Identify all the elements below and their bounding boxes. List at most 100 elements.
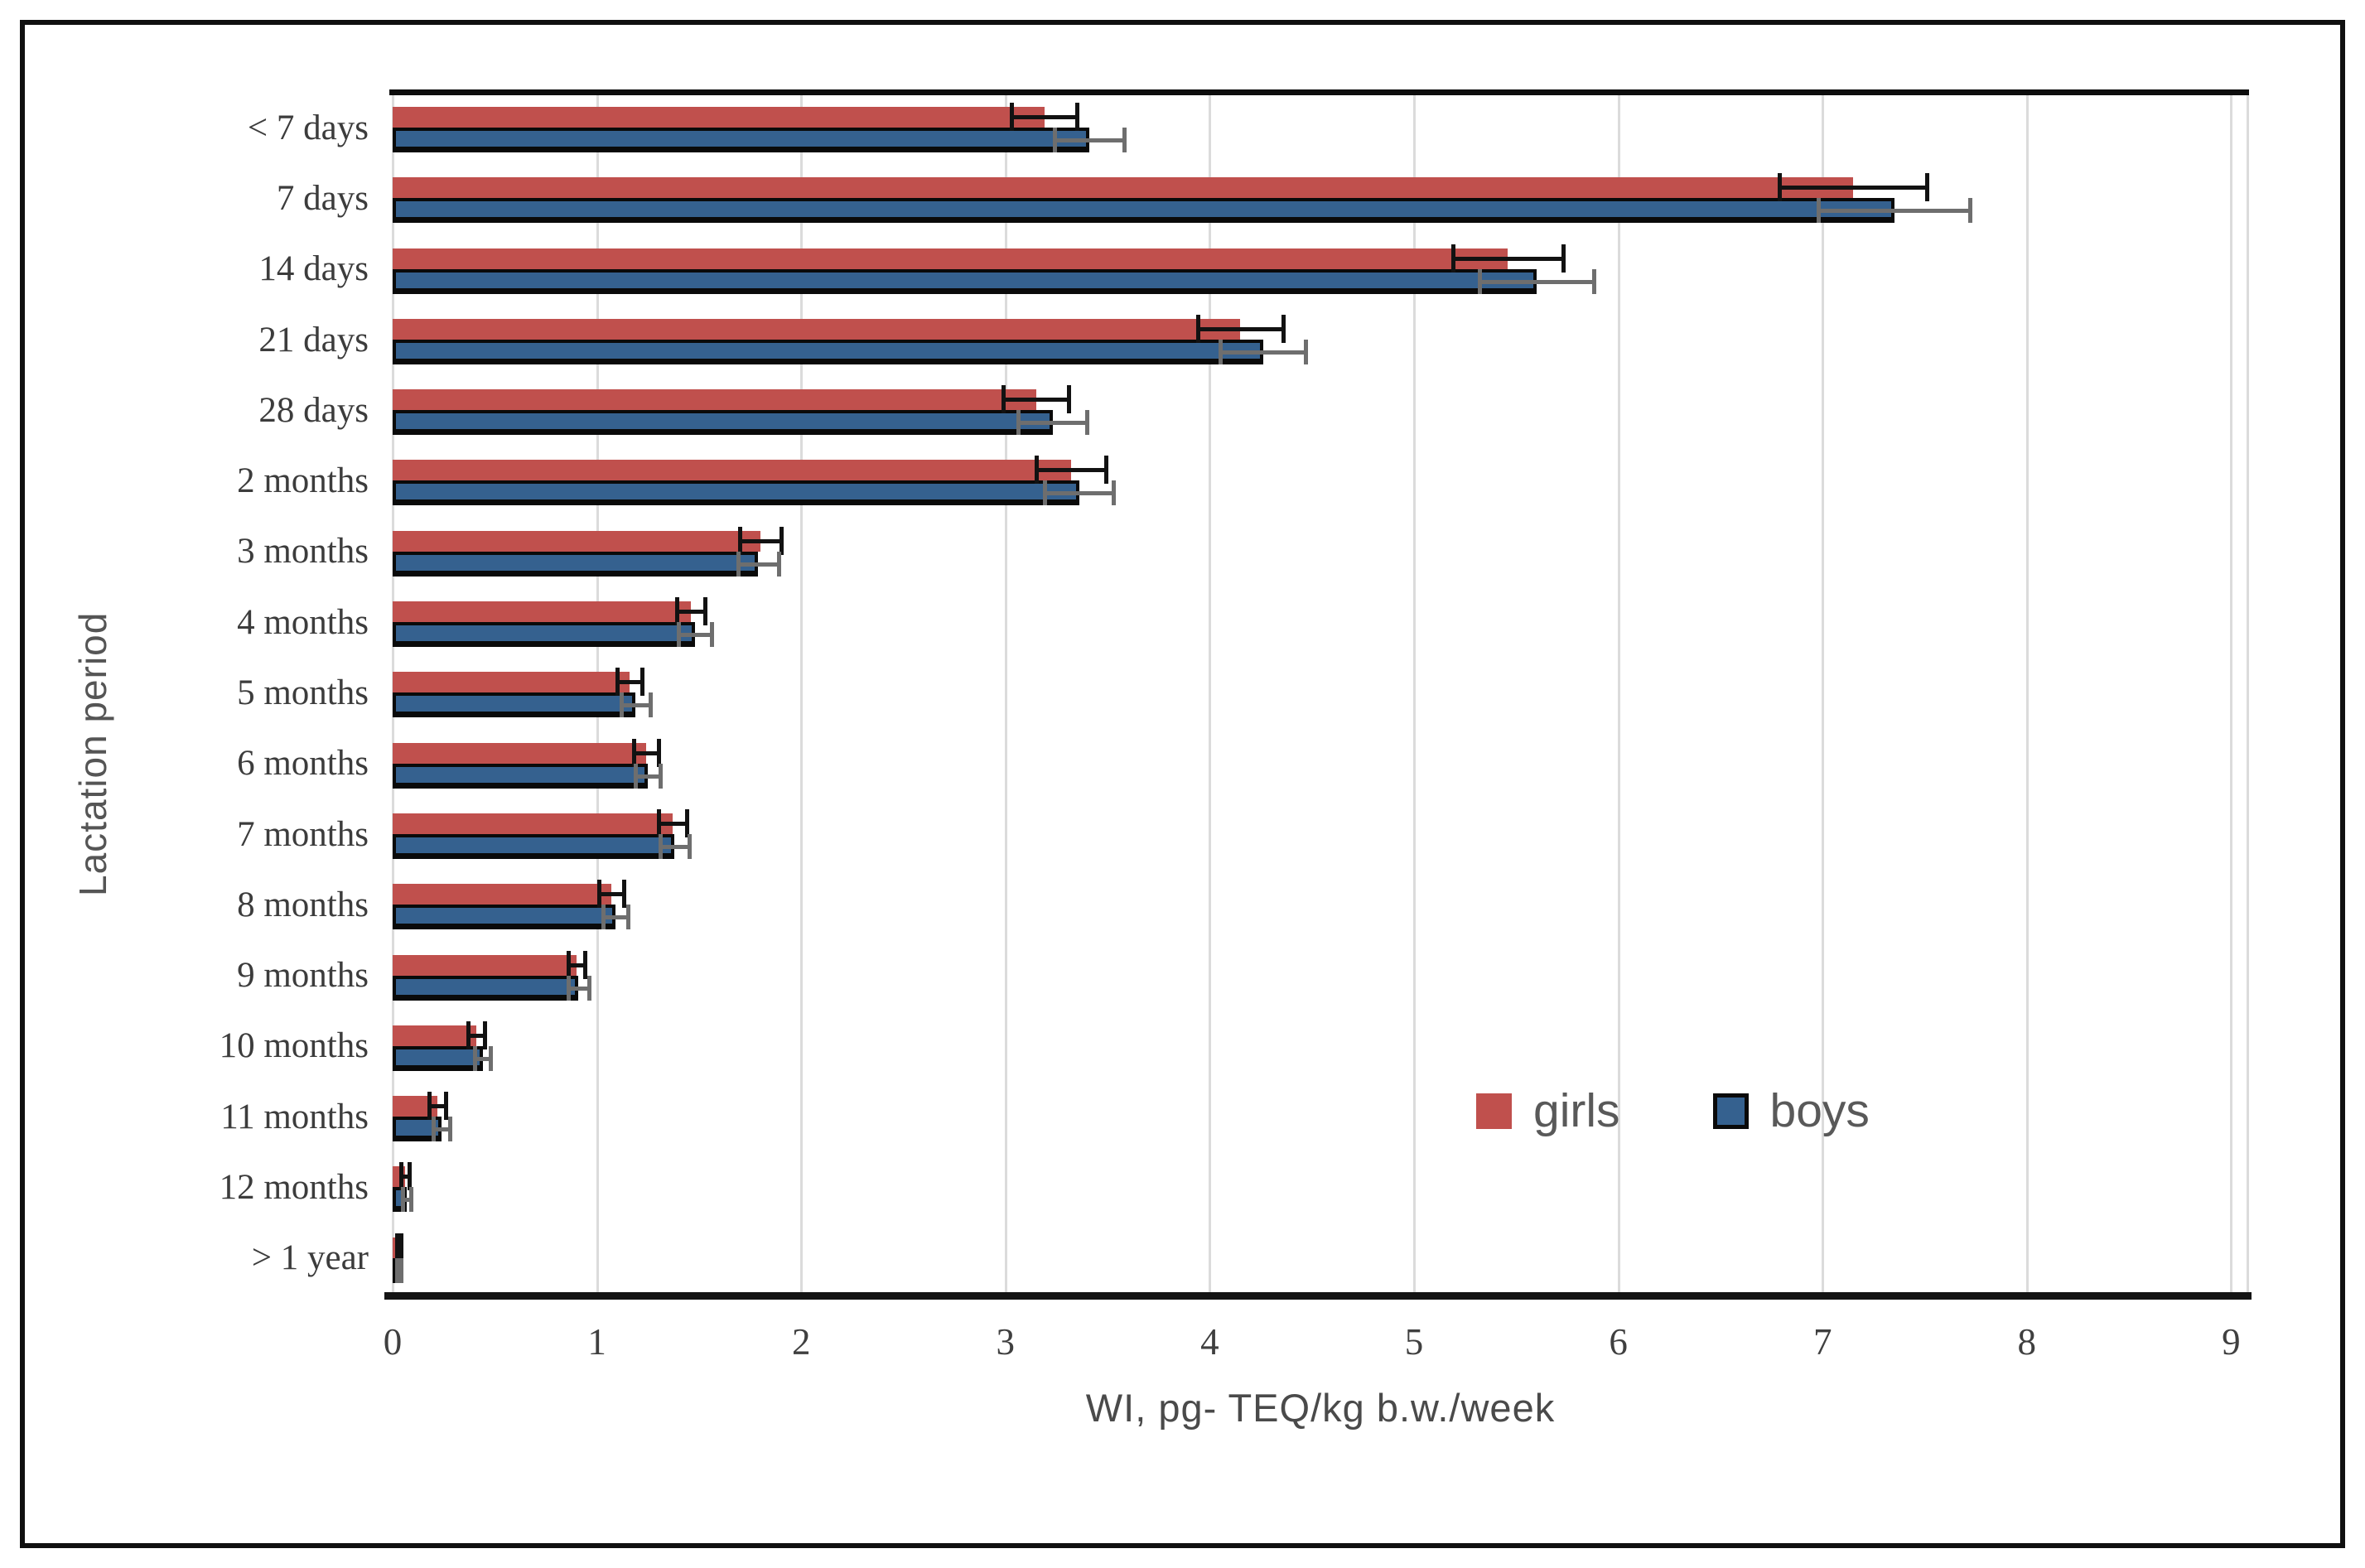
- x-tick-label: 3: [996, 1321, 1016, 1363]
- errorbar-girls-cap: [394, 1233, 399, 1262]
- errorbar-boys: [621, 703, 650, 708]
- category-label: 3 months: [237, 532, 369, 572]
- bar-girls: [393, 177, 1854, 199]
- errorbar-boys-cap: [625, 905, 630, 930]
- errorbar-boys-cap: [1592, 268, 1596, 294]
- errorbar-girls-cap: [597, 880, 602, 909]
- errorbar-girls: [400, 1175, 409, 1180]
- category-label: 10 months: [219, 1026, 369, 1066]
- errorbar-girls-cap: [640, 668, 644, 697]
- errorbar-girls: [1197, 326, 1284, 331]
- errorbar-girls: [658, 821, 688, 826]
- x-tick-label: 0: [383, 1321, 403, 1363]
- errorbar-boys: [678, 633, 712, 638]
- errorbar-girls-cap: [444, 1092, 449, 1121]
- errorbar-girls: [1035, 468, 1106, 473]
- x-axis-title: WI, pg- TEQ/kg b.w./week: [1085, 1386, 1556, 1430]
- bar-boys: [393, 692, 636, 718]
- bar-boys: [393, 410, 1053, 436]
- errorbar-girls-cap: [1778, 173, 1783, 202]
- errorbar-girls-cap: [567, 950, 572, 979]
- bar-boys: [393, 480, 1079, 506]
- bar-boys: [393, 198, 1894, 224]
- errorbar-girls-cap: [1034, 456, 1039, 485]
- legend-girls-label: girls: [1533, 1084, 1620, 1137]
- errorbar-girls: [429, 1104, 446, 1109]
- errorbar-boys-cap: [736, 551, 741, 577]
- bar-boys: [393, 128, 1089, 152]
- errorbar-boys-cap: [777, 551, 782, 577]
- bar-boys: [393, 622, 695, 648]
- errorbar-girls-cap: [398, 1162, 403, 1191]
- bar-girls: [393, 601, 692, 623]
- errorbar-boys-cap: [1967, 198, 1972, 224]
- errorbar-girls-cap: [1010, 103, 1015, 131]
- legend-boys-label: boys: [1769, 1084, 1870, 1137]
- errorbar-girls: [1003, 398, 1069, 403]
- errorbar-girls-cap: [1103, 456, 1108, 485]
- errorbar-boys-cap: [648, 692, 653, 718]
- bar-boys: [393, 339, 1263, 364]
- bar-girls: [393, 389, 1036, 411]
- errorbar-girls: [1011, 115, 1078, 119]
- bar-girls: [393, 530, 760, 552]
- errorbar-boys-cap: [659, 763, 664, 789]
- errorbar-girls-cap: [398, 1233, 403, 1262]
- errorbar-boys-cap: [1085, 410, 1090, 436]
- errorbar-boys-cap: [634, 763, 639, 789]
- errorbar-girls-cap: [631, 738, 636, 767]
- x-axis-line: [384, 1292, 2252, 1300]
- errorbar-girls-cap: [1002, 385, 1006, 414]
- bar-girls: [393, 107, 1045, 128]
- errorbar-girls-cap: [482, 1020, 487, 1049]
- bar-boys: [393, 268, 1537, 294]
- errorbar-girls: [740, 538, 781, 543]
- errorbar-girls: [599, 892, 624, 897]
- errorbar-girls-cap: [674, 597, 679, 626]
- errorbar-girls: [568, 963, 585, 967]
- gridline: [800, 93, 804, 1294]
- errorbar-girls-cap: [427, 1092, 432, 1121]
- y-axis-title: Lactation period: [71, 611, 114, 896]
- errorbar-boys-cap: [448, 1117, 453, 1142]
- errorbar-girls-cap: [656, 808, 661, 837]
- errorbar-boys: [403, 1198, 412, 1203]
- errorbar-boys-cap: [1817, 198, 1822, 224]
- errorbar-boys-cap: [472, 1045, 477, 1071]
- bar-girls: [393, 248, 1508, 269]
- x-tick-label: 8: [2017, 1321, 2037, 1363]
- errorbar-boys-cap: [567, 975, 572, 1001]
- x-tick-label: 1: [587, 1321, 606, 1363]
- errorbar-girls-cap: [1924, 173, 1929, 202]
- errorbar-boys-cap: [1042, 480, 1047, 506]
- errorbar-boys-cap: [677, 622, 682, 648]
- errorbar-boys-cap: [659, 833, 664, 859]
- x-tick-label: 2: [791, 1321, 811, 1363]
- bar-girls: [393, 742, 646, 764]
- bar-boys: [393, 833, 675, 859]
- gridline: [2230, 93, 2233, 1294]
- bar-girls: [393, 813, 673, 834]
- errorbar-boys-cap: [409, 1187, 414, 1213]
- gridline: [1617, 93, 1620, 1294]
- category-label: 12 months: [219, 1168, 369, 1208]
- errorbar-boys: [568, 986, 589, 991]
- category-label: 7 months: [237, 814, 369, 854]
- errorbar-boys: [433, 1127, 451, 1132]
- errorbar-girls-cap: [656, 738, 661, 767]
- category-label: 9 months: [237, 956, 369, 996]
- bar-girls: [393, 884, 611, 905]
- x-tick-label: 7: [1812, 1321, 1832, 1363]
- category-label: 2 months: [237, 461, 369, 501]
- errorbar-boys-cap: [401, 1187, 406, 1213]
- errorbar-boys: [1479, 279, 1594, 284]
- errorbar-boys-cap: [687, 833, 692, 859]
- errorbar-boys-cap: [1112, 480, 1117, 506]
- errorbar-girls-cap: [1561, 244, 1566, 273]
- bar-boys: [393, 763, 649, 789]
- category-label: 6 months: [237, 744, 369, 784]
- errorbar-boys-cap: [709, 622, 714, 648]
- errorbar-girls-cap: [685, 808, 690, 837]
- errorbar-boys-cap: [432, 1117, 437, 1142]
- legend: girls boys: [1476, 1083, 1870, 1138]
